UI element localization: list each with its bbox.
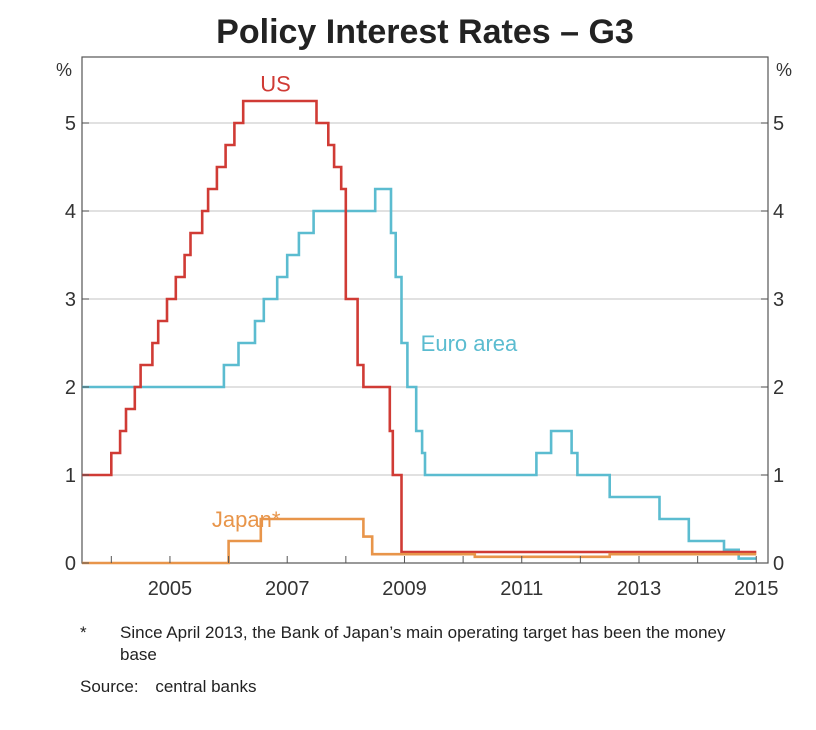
- series-label-japan: Japan*: [212, 507, 281, 532]
- axis-ticks: 0 0 1 1 2 2 3 3 4 4 5 5 2005 2007 2009 2011 2013 2015: [65, 113, 784, 600]
- x-tick-label: 2009: [382, 578, 427, 600]
- x-tick-label: 2013: [617, 578, 662, 600]
- source-label: Source:: [80, 677, 139, 696]
- x-tick-label: 2015: [734, 578, 779, 600]
- x-tick-label: 2005: [148, 578, 193, 600]
- plot-border: [81, 56, 769, 564]
- x-tick-label: 2011: [500, 578, 543, 600]
- y-tick-label-left: 3: [65, 289, 76, 311]
- y-tick-label-right: 2: [773, 377, 784, 399]
- series-lines: Euro area US Japan*: [82, 71, 757, 565]
- x-tick-label: 2007: [265, 578, 310, 600]
- chart-title: Policy Interest Rates – G3: [216, 13, 634, 51]
- gridlines: [82, 122, 768, 476]
- footnote: * Since April 2013, the Bank of Japan’s …: [80, 622, 740, 666]
- series-label-euro-area: Euro area: [421, 331, 518, 356]
- y-tick-label-right: 3: [773, 289, 784, 311]
- y-tick-label-left: 4: [65, 201, 76, 223]
- y-tick-label-right: 0: [773, 553, 784, 575]
- y-tick-label-left: 5: [65, 113, 76, 135]
- source-line: Source: central banks: [80, 676, 256, 698]
- y-tick-label-right: 5: [773, 113, 784, 135]
- y-tick-label-left: 2: [65, 377, 76, 399]
- y-tick-label-left: 0: [65, 553, 76, 575]
- series-line-euro-area: [82, 187, 757, 560]
- series-line-us: [82, 99, 757, 554]
- y-tick-label-left: 1: [65, 465, 76, 487]
- chart: Policy Interest Rates – G3 Euro area US Ja…: [56, 13, 792, 600]
- y-unit-left: %: [56, 60, 72, 80]
- source-text: central banks: [155, 677, 257, 696]
- footnote-text: Since April 2013, the Bank of Japan’s ma…: [120, 623, 726, 664]
- y-unit-right: %: [776, 60, 792, 80]
- plot-frame: [81, 56, 769, 564]
- y-tick-label-right: 4: [773, 201, 784, 223]
- y-tick-label-right: 1: [773, 465, 784, 487]
- series-label-us: US: [260, 71, 291, 96]
- series-line-japan: [82, 517, 757, 565]
- footnote-marker: *: [80, 623, 87, 642]
